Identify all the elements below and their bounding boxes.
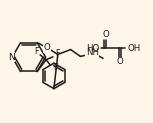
Text: O: O — [102, 30, 109, 39]
Text: F: F — [54, 63, 58, 72]
Text: F: F — [56, 49, 60, 58]
Text: N: N — [8, 53, 15, 62]
Text: F: F — [34, 47, 39, 56]
Text: HO: HO — [86, 44, 99, 53]
Text: OH: OH — [127, 44, 141, 53]
Text: O: O — [44, 43, 50, 52]
Text: NH: NH — [86, 48, 99, 57]
Text: O: O — [117, 57, 124, 67]
